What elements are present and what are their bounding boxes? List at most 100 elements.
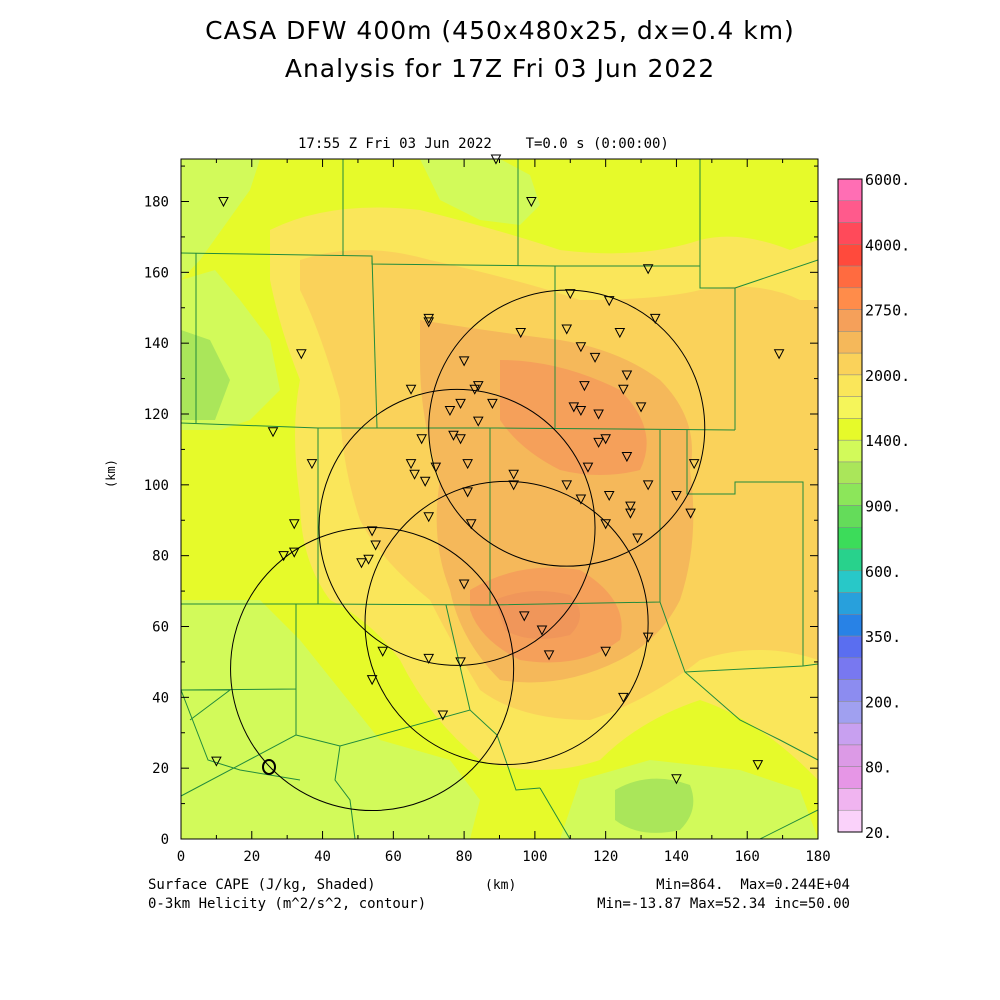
station-marker	[618, 692, 629, 703]
colorbar-swatch	[837, 309, 863, 332]
station-marker	[543, 650, 555, 661]
radar-ring-3	[364, 480, 649, 766]
station-marker	[416, 434, 427, 445]
colorbar-label: 2000.	[865, 367, 910, 385]
station-marker	[409, 469, 420, 480]
station-marker	[773, 349, 785, 360]
station-marker	[487, 398, 498, 409]
colorbar-swatch	[837, 679, 863, 702]
station-marker	[614, 328, 626, 339]
station-marker	[600, 646, 611, 657]
station-marker	[575, 494, 587, 505]
station-marker	[593, 437, 604, 448]
station-marker	[465, 519, 477, 530]
y-axis-unit: (km)	[104, 459, 118, 488]
station-marker	[642, 632, 654, 643]
station-marker	[455, 434, 466, 445]
colorbar-swatch	[837, 592, 863, 615]
station-marker	[561, 480, 573, 491]
station-marker	[508, 480, 519, 491]
station-marker	[625, 508, 636, 519]
station-marker	[635, 402, 647, 413]
y-axis: 0 20 40 60 80 100 120 140 160 180	[144, 165, 818, 848]
station-marker	[582, 462, 594, 473]
colorbar-label: 6000.	[865, 171, 910, 189]
colorbar-swatch	[837, 570, 863, 593]
station-marker	[455, 657, 466, 668]
station-marker	[568, 402, 580, 413]
colorbar-swatch	[837, 439, 863, 463]
colorbar-label: 1400.	[865, 432, 910, 450]
footer-left-line-1: Surface CAPE (J/kg, Shaded)	[148, 877, 376, 893]
station-markers	[211, 154, 785, 785]
colorbar-swatch	[837, 527, 863, 550]
cape-zone-green-se2	[615, 778, 694, 833]
colorbar-swatch	[837, 418, 863, 441]
colorbar-swatch	[837, 701, 863, 724]
station-marker	[518, 611, 530, 622]
station-marker	[366, 526, 378, 537]
colorbar-label: 20.	[865, 824, 892, 842]
station-marker	[688, 459, 700, 470]
station-marker	[405, 459, 417, 470]
station-marker	[377, 646, 389, 657]
colorbar-swatch	[837, 483, 863, 506]
station-marker	[600, 519, 611, 530]
station-marker	[295, 349, 307, 360]
station-marker	[526, 197, 537, 208]
station-marker	[575, 405, 587, 417]
station-marker	[593, 409, 604, 420]
colorbar-swatch	[837, 200, 863, 223]
colorbar-swatch	[837, 265, 863, 289]
station-marker	[579, 381, 590, 392]
station-marker	[423, 313, 435, 324]
station-marker	[444, 405, 456, 417]
colorbar-swatch	[837, 222, 863, 245]
x-tick-label: 40	[314, 849, 331, 865]
station-marker	[536, 625, 548, 636]
y-tick-label: 100	[144, 478, 169, 494]
colorbar-swatch	[837, 461, 863, 484]
x-tick-label: 120	[593, 849, 618, 865]
colorbar-swatch	[837, 657, 863, 680]
station-marker	[671, 774, 682, 785]
radar-ring-1	[428, 289, 706, 567]
station-marker	[632, 533, 643, 544]
colorbar-label: 900.	[865, 498, 901, 516]
station-marker	[462, 459, 473, 470]
x-axis-unit: (km)	[485, 878, 517, 893]
cape-zone-green-sw	[181, 600, 480, 839]
station-marker	[752, 760, 764, 771]
station-marker	[455, 398, 466, 409]
station-marker	[603, 490, 615, 502]
colorbar-swatch	[837, 788, 863, 811]
station-marker	[671, 490, 682, 502]
colorbar-swatch	[837, 178, 863, 202]
station-marker	[370, 540, 381, 551]
colorbar: 6000. 4000. 2750. 2000. 1400. 900. 600. 350. 200…	[837, 171, 910, 842]
station-marker	[649, 313, 661, 324]
x-tick-label: 20	[243, 849, 260, 865]
station-marker	[423, 653, 435, 664]
station-marker	[618, 384, 629, 395]
station-marker	[405, 384, 417, 395]
station-marker	[458, 356, 470, 367]
colorbar-frame	[837, 178, 863, 833]
station-marker	[288, 547, 300, 558]
station-marker	[288, 519, 300, 530]
station-marker	[419, 476, 431, 487]
y-tick-label: 20	[152, 761, 169, 777]
y-tick-label: 140	[144, 336, 169, 352]
colorbar-swatch	[837, 766, 863, 789]
station-marker	[363, 554, 374, 565]
colorbar-label: 80.	[865, 759, 892, 777]
colorbar-swatch	[837, 635, 863, 659]
station-marker	[366, 675, 378, 686]
station-marker	[564, 289, 576, 300]
colorbar-swatch	[837, 287, 863, 310]
cape-zone-green-w2	[181, 330, 230, 420]
station-marker	[642, 480, 654, 491]
footer-right-line-2: Min=-13.87 Max=52.34 inc=50.00	[597, 896, 850, 912]
plot-subtitle: 17:55 Z Fri 03 Jun 2022 T=0.0 s (0:00:00…	[298, 136, 669, 152]
